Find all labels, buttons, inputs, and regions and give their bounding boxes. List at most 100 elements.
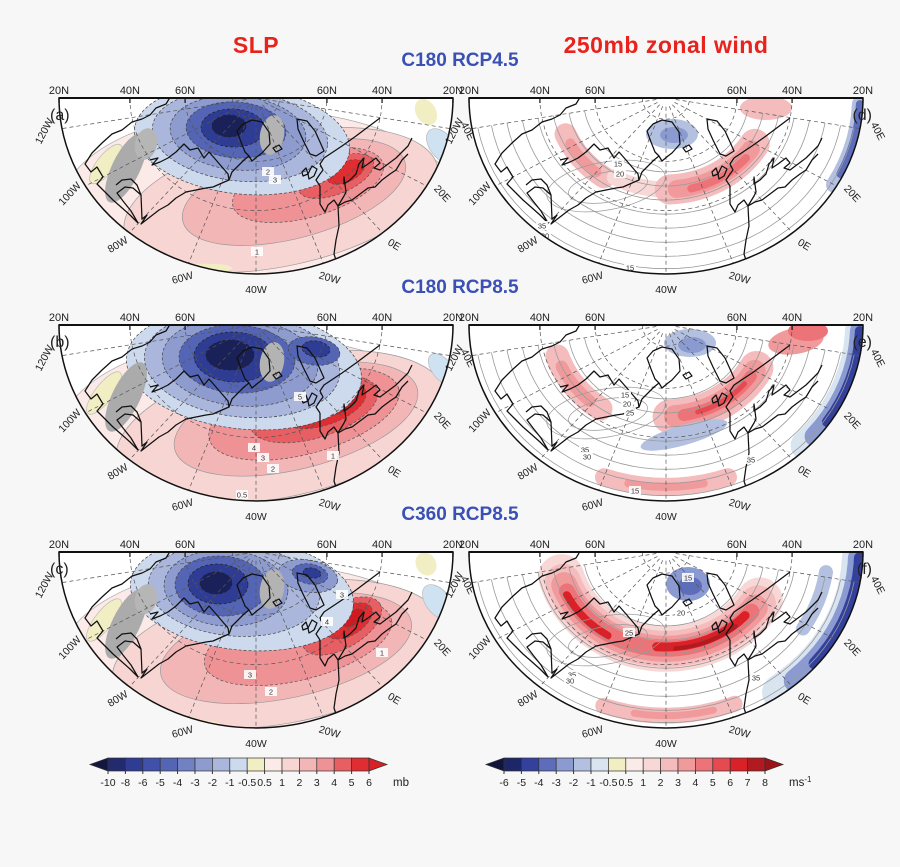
lon-label: 20W bbox=[727, 497, 751, 514]
panel-rim bbox=[468, 97, 864, 275]
lat-tick-label: 40N bbox=[782, 85, 802, 97]
contour-label-box bbox=[566, 670, 578, 679]
coastline bbox=[682, 598, 693, 607]
lon-label: 40W bbox=[245, 284, 267, 296]
contour-label-box bbox=[539, 231, 551, 240]
coastline bbox=[140, 370, 230, 452]
contour-label-box bbox=[629, 486, 641, 495]
coastlines bbox=[494, 98, 823, 261]
meridian-line bbox=[61, 99, 247, 129]
latitude-circle bbox=[642, 98, 690, 120]
contour-label-box bbox=[536, 221, 548, 230]
meridian-line bbox=[61, 553, 247, 583]
lat-tick-label: 40N bbox=[782, 539, 802, 551]
lon-label: 80W bbox=[106, 461, 131, 482]
anomaly-band bbox=[624, 479, 708, 491]
coastlines bbox=[494, 552, 823, 715]
latitude-circle bbox=[184, 98, 328, 162]
coastline bbox=[711, 165, 728, 180]
lat-tick-label: 60N bbox=[727, 312, 747, 324]
contour-label-box bbox=[619, 390, 631, 399]
contour-label-box bbox=[267, 464, 279, 473]
lon-label: 40W bbox=[655, 511, 677, 523]
lat-tick-label: 20N bbox=[459, 539, 479, 551]
lat-tick-label: 60N bbox=[585, 85, 605, 97]
coastline bbox=[682, 144, 693, 153]
contour-label: 4 bbox=[252, 444, 256, 453]
row-title-c180-rcp45: C180 RCP4.5 bbox=[401, 50, 519, 71]
anomaly-shading bbox=[415, 552, 437, 576]
coastline bbox=[319, 591, 413, 667]
contour-label: 1 bbox=[255, 248, 259, 257]
contour-label-box bbox=[269, 175, 281, 184]
lat-tick-label: 40N bbox=[782, 312, 802, 324]
contour-label: 20 bbox=[616, 170, 624, 179]
coastline bbox=[228, 573, 271, 635]
meridian-line bbox=[259, 106, 324, 264]
lon-label: 100W bbox=[466, 634, 494, 662]
contour-label: 35 bbox=[581, 446, 589, 455]
lat-tick-label: 20N bbox=[443, 85, 463, 97]
latitude-circle bbox=[232, 552, 280, 574]
meridian-line bbox=[471, 553, 657, 583]
coastline bbox=[743, 205, 750, 261]
lat-tick-label: 40N bbox=[120, 539, 140, 551]
row-title-c180-rcp85: C180 RCP8.5 bbox=[401, 277, 519, 298]
latitude-circle bbox=[184, 552, 328, 616]
anomaly-shading bbox=[546, 386, 666, 440]
contour-label: 25 bbox=[625, 629, 633, 638]
coastline bbox=[747, 607, 819, 661]
lat-tick-label: 40N bbox=[530, 539, 550, 551]
latitude-circle bbox=[594, 325, 738, 389]
coastline bbox=[743, 432, 750, 488]
contour-label-box bbox=[564, 676, 576, 685]
coastline bbox=[315, 571, 381, 641]
contour-label: 3 bbox=[273, 176, 277, 185]
meridian-line bbox=[539, 331, 660, 461]
coastline bbox=[140, 597, 230, 679]
anomaly-band bbox=[565, 138, 602, 178]
contour-label-box bbox=[614, 169, 626, 178]
contour-label: 35 bbox=[538, 222, 546, 231]
coastline bbox=[494, 325, 583, 451]
anomaly-band bbox=[808, 552, 863, 670]
coastline bbox=[711, 619, 728, 634]
lon-label: 0E bbox=[385, 690, 402, 707]
latitude-circle bbox=[232, 98, 280, 120]
lat-tick-label: 60N bbox=[175, 539, 195, 551]
coastline bbox=[525, 178, 552, 224]
lon-label: 60W bbox=[581, 497, 605, 514]
coastline bbox=[84, 552, 173, 678]
row-title-c360-rcp85: C360 RCP8.5 bbox=[401, 504, 519, 525]
contour-label: 3 bbox=[248, 671, 252, 680]
contour-label: 35 bbox=[752, 674, 760, 683]
contour-label-box bbox=[376, 648, 388, 657]
lat-tick-label: 40N bbox=[120, 85, 140, 97]
coastline bbox=[638, 346, 681, 408]
contour-label-box bbox=[623, 628, 635, 637]
contour-label: 4 bbox=[325, 618, 329, 627]
coastline bbox=[301, 165, 318, 180]
coastline bbox=[333, 659, 340, 715]
coastlines bbox=[84, 98, 413, 261]
contour-label: 15 bbox=[614, 160, 622, 169]
lat-tick-label: 20N bbox=[459, 312, 479, 324]
lat-tick-label: 40N bbox=[120, 312, 140, 324]
lat-tick-label: 40N bbox=[372, 85, 392, 97]
lon-label: 60W bbox=[171, 724, 195, 741]
panel-rim bbox=[468, 324, 864, 502]
latitude-circle bbox=[594, 552, 738, 616]
latitude-circle bbox=[184, 325, 328, 389]
meridian-line bbox=[471, 326, 657, 356]
meridian-line bbox=[675, 99, 861, 129]
meridian-line bbox=[85, 102, 248, 187]
panel-rim bbox=[468, 551, 864, 729]
latitude-circle bbox=[642, 552, 690, 574]
lon-label: 20W bbox=[727, 724, 751, 741]
latitude-circle bbox=[539, 325, 793, 438]
anomaly-shading bbox=[414, 98, 438, 126]
